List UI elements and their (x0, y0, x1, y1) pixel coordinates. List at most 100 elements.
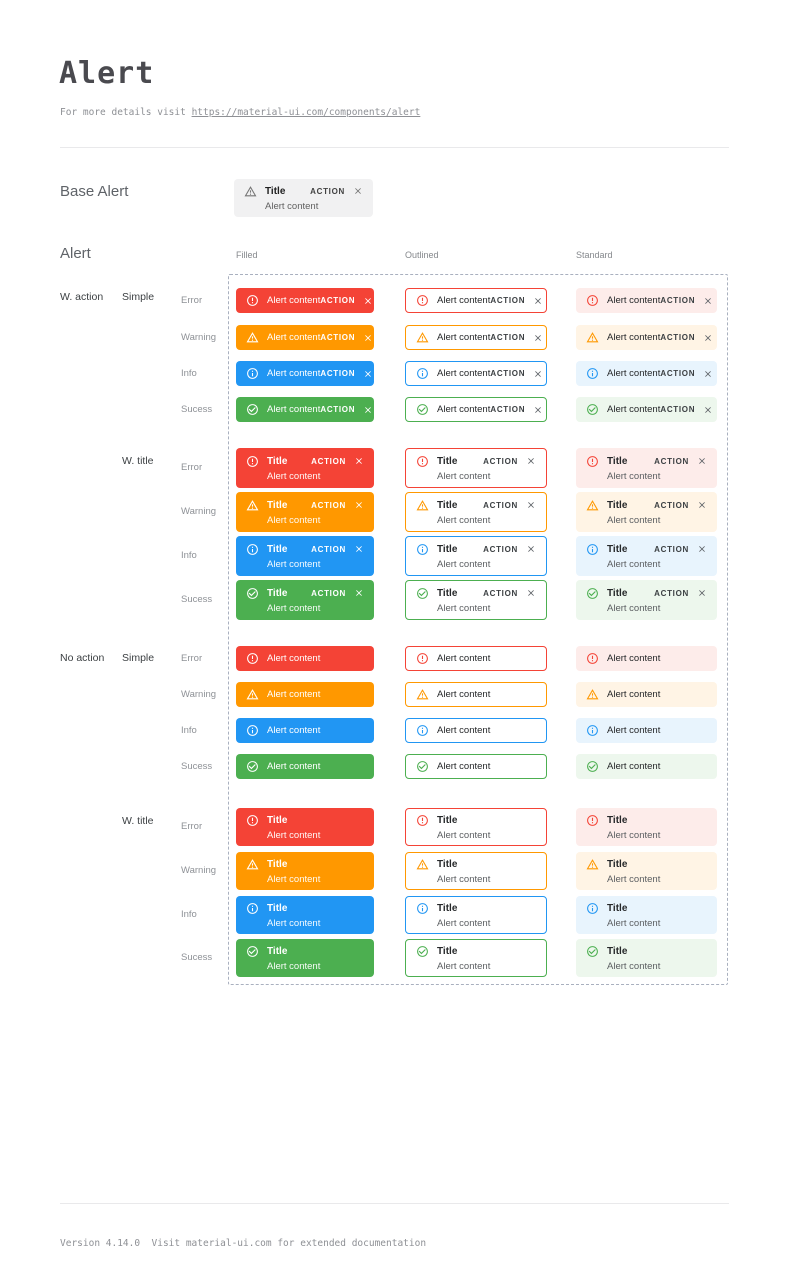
alert-standard-warning-simple: Alert content ACTION (576, 325, 717, 350)
alert-line: Title ACTION (586, 587, 707, 600)
alert-standard-info-simple: Alert content ACTION (576, 361, 717, 386)
alert-action-button[interactable]: ACTION (320, 369, 356, 378)
close-icon[interactable] (526, 544, 536, 554)
alert-line: Alert content (416, 688, 536, 701)
close-icon[interactable] (533, 333, 543, 343)
severity-label: Info (181, 367, 197, 379)
alert-action-button[interactable]: ACTION (311, 588, 346, 598)
alert-outlined-info-simple-no-action: Alert content (405, 718, 547, 743)
alert-action-button[interactable]: ACTION (320, 333, 356, 342)
close-icon[interactable] (526, 500, 536, 510)
alert-action-button[interactable]: ACTION (320, 405, 356, 414)
warning-icon (416, 858, 429, 871)
alert-line: Alert content (586, 760, 707, 773)
severity-label: Error (181, 652, 203, 664)
alert-action-button[interactable]: ACTION (660, 369, 696, 378)
close-icon[interactable] (526, 456, 536, 466)
close-icon[interactable] (703, 333, 713, 343)
alert-action-button[interactable]: ACTION (490, 296, 526, 305)
close-icon[interactable] (353, 186, 363, 196)
alert-content: Alert content (607, 829, 661, 841)
close-icon[interactable] (697, 456, 707, 466)
close-icon[interactable] (697, 544, 707, 554)
close-icon[interactable] (363, 333, 373, 343)
close-icon[interactable] (703, 405, 713, 415)
close-icon[interactable] (354, 588, 364, 598)
warning-icon (416, 499, 429, 512)
close-icon[interactable] (354, 500, 364, 510)
alert-actions: ACTION (654, 456, 707, 466)
alert-action-button[interactable]: ACTION (483, 544, 518, 554)
alert-action-button[interactable]: ACTION (654, 588, 689, 598)
alert-action-button[interactable]: ACTION (660, 296, 696, 305)
alert-line: Title (246, 902, 364, 915)
base-alert-content: Alert content (265, 200, 319, 212)
close-icon[interactable] (703, 369, 713, 379)
alert-action-button[interactable]: ACTION (654, 500, 689, 510)
alert-title: Title (607, 814, 628, 826)
alert-message: Alert content (437, 404, 491, 415)
alert-message: Alert content (437, 332, 491, 343)
alert-title: Title (607, 455, 628, 467)
alert-actions: ACTION (654, 544, 707, 554)
alert-action-button[interactable]: ACTION (660, 405, 696, 414)
close-icon[interactable] (354, 456, 364, 466)
alert-line: Title (416, 814, 536, 827)
close-icon[interactable] (533, 296, 543, 306)
alert-action-button[interactable]: ACTION (311, 544, 346, 554)
alert-standard-info-titled: Title ACTION Alert content (576, 536, 717, 576)
alert-title: Title (267, 945, 288, 957)
alert-action-button[interactable]: ACTION (654, 544, 689, 554)
alert-action-button[interactable]: ACTION (320, 296, 356, 305)
alert-action-button[interactable]: ACTION (483, 588, 518, 598)
alert-standard-info-simple-no-action: Alert content (576, 718, 717, 743)
alert-action-button[interactable]: ACTION (311, 500, 346, 510)
alert-action-button[interactable]: ACTION (483, 500, 518, 510)
alert-action-button[interactable]: ACTION (490, 369, 526, 378)
alert-title: Title (267, 499, 288, 511)
close-icon[interactable] (703, 296, 713, 306)
close-icon[interactable] (526, 588, 536, 598)
alert-action-button[interactable]: ACTION (654, 456, 689, 466)
error-icon (246, 652, 259, 665)
alert-message: Alert content (607, 725, 661, 736)
warning-icon (586, 688, 599, 701)
alert-actions: ACTION (320, 333, 373, 343)
alert-content: Alert content (267, 873, 321, 885)
error-icon (416, 652, 429, 665)
severity-label: Error (181, 294, 203, 306)
error-icon (416, 814, 429, 827)
alert-line: Alert content (246, 760, 364, 773)
page-title: Alert (59, 56, 155, 91)
close-icon[interactable] (354, 544, 364, 554)
alert-standard-success-simple-no-action: Alert content (576, 754, 717, 779)
alert-message: Alert content (437, 761, 491, 772)
alert-filled-warning-simple: Alert content ACTION (236, 325, 374, 350)
alert-filled-warning-titled-no-action: Title Alert content (236, 852, 374, 890)
alert-standard-error-simple-no-action: Alert content (576, 646, 717, 671)
column-header-standard: Standard (576, 250, 613, 260)
alert-title: Title (437, 814, 458, 826)
alert-action-button[interactable]: ACTION (311, 456, 346, 466)
close-icon[interactable] (697, 500, 707, 510)
alert-action-button[interactable]: ACTION (490, 333, 526, 342)
alert-line: Alert content ACTION (246, 294, 372, 307)
alert-message: Alert content (267, 368, 321, 379)
close-icon[interactable] (363, 296, 373, 306)
alert-action-button[interactable]: ACTION (490, 405, 526, 414)
alert-content: Alert content (267, 602, 321, 614)
docs-link[interactable]: https://material-ui.com/components/alert (191, 107, 421, 118)
alert-actions: ACTION (490, 296, 543, 306)
base-alert-action-button[interactable]: ACTION (310, 186, 345, 196)
alert-action-button[interactable]: ACTION (483, 456, 518, 466)
alert-filled-error-titled-no-action: Title Alert content (236, 808, 374, 846)
info-icon (416, 902, 429, 915)
alert-outlined-success-titled: Title ACTION Alert content (405, 580, 547, 620)
close-icon[interactable] (533, 369, 543, 379)
close-icon[interactable] (363, 369, 373, 379)
info-icon (586, 543, 599, 556)
close-icon[interactable] (697, 588, 707, 598)
close-icon[interactable] (533, 405, 543, 415)
alert-action-button[interactable]: ACTION (660, 333, 696, 342)
close-icon[interactable] (363, 405, 373, 415)
